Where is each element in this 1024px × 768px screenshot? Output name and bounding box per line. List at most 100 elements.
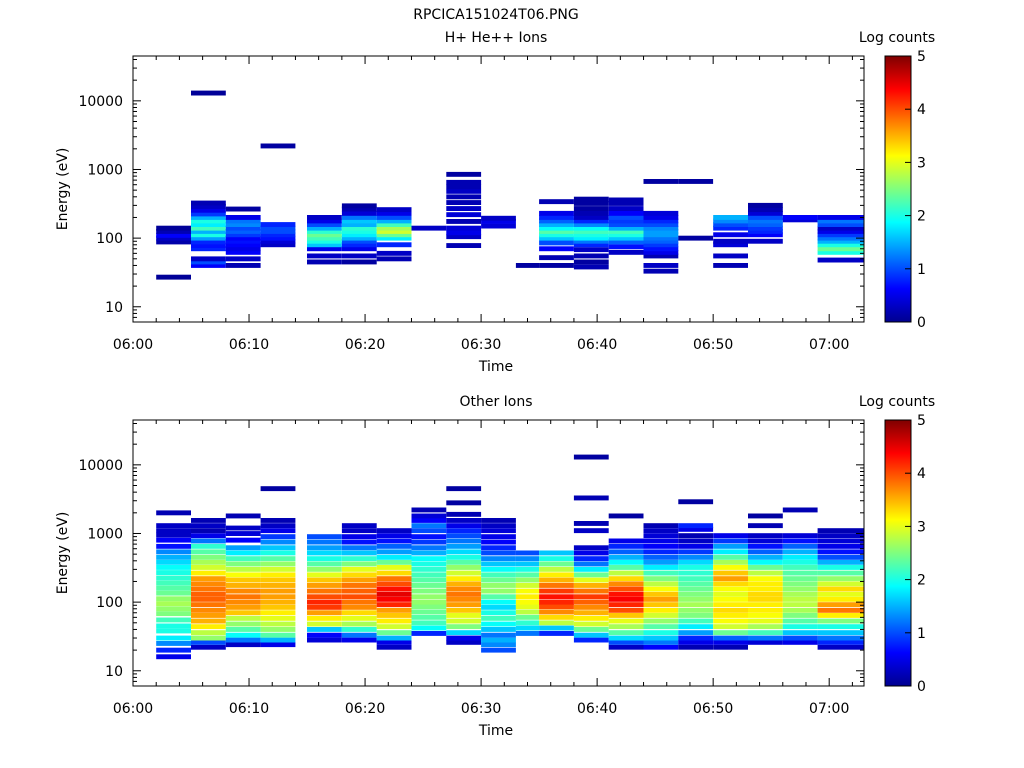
heatmap-cell [573,556,609,562]
colorbar-tick-label: 4 [917,466,926,482]
heatmap-cell [573,235,609,241]
heatmap-cell [782,635,818,641]
heatmap-cell [156,225,191,231]
heatmap-cell [260,627,296,632]
heatmap-cell [643,268,679,274]
heatmap-cell [539,572,574,578]
y-tick-label: 100 [96,595,123,611]
heatmap-cell [376,533,412,539]
heatmap-cell [573,599,609,605]
heatmap-cell [643,235,679,241]
heatmap-cell [341,203,377,209]
heatmap-cell [191,586,226,592]
heatmap-cell [817,576,864,582]
heatmap-cell [608,222,644,227]
heatmap-cell [156,601,191,607]
heatmap-cell [782,607,818,613]
heatmap-cell [573,218,609,224]
heatmap-cell [191,549,226,555]
heatmap-cell [573,594,609,600]
heatmap-cell [225,621,261,627]
heatmap-cell [608,513,644,519]
heatmap-cell [643,523,679,529]
heatmap-cell [643,543,679,549]
heatmap-cell [643,570,679,576]
x-tick-label: 06:50 [693,337,733,353]
heatmap-cell [341,253,377,259]
heatmap-cell [411,620,447,626]
heatmap-cell [191,543,226,549]
heatmap-cell [225,545,261,551]
heatmap-cell [376,570,412,576]
heatmap-cell [713,591,748,597]
x-tick-label: 06:10 [229,701,269,717]
heatmap-cell [260,528,296,534]
heatmap-cell [307,246,342,252]
heatmap-cell [817,215,864,220]
heatmap-cell [748,635,783,641]
heatmap-cell [446,576,482,582]
heatmap-cell [515,577,540,583]
heatmap-cell [225,599,261,605]
colorbar-label: Log counts [859,30,935,46]
heatmap-cell [341,232,377,238]
heatmap-cell [307,232,342,238]
colorbar-gradient [884,419,912,687]
heatmap-cell [225,615,261,621]
y-tick-label: 1000 [87,162,123,178]
heatmap-cell [539,246,574,252]
heatmap-cell [191,239,226,245]
heatmap-cell [156,606,191,612]
heatmap-cell [376,554,412,560]
heatmap-cell [817,635,864,641]
heatmap-cell [748,538,783,544]
heatmap-cell [225,610,261,616]
heatmap-cell [643,232,679,238]
heatmap-cell [446,639,482,645]
heatmap-cell [678,543,714,549]
heatmap-cell [608,613,644,618]
heatmap-cell [748,576,783,582]
heatmap-cell [817,225,864,231]
heatmap-cell [817,246,864,252]
heatmap-cell [608,607,644,613]
heatmap-cell [341,599,377,605]
heatmap-cell [643,602,679,608]
colorbar-tick-label: 1 [917,262,926,278]
heatmap-cell [411,609,447,615]
heatmap-cell [341,523,377,529]
heatmap-cell [341,566,377,572]
heatmap-cell [481,550,516,556]
heatmap-cell [817,229,864,234]
heatmap-cell [817,591,864,597]
heatmap-cell [643,596,679,602]
heatmap-cell [411,534,447,540]
heatmap-cell [307,588,342,594]
heatmap-cell [678,644,714,650]
heatmap-cell [376,576,412,582]
heatmap-cell [225,583,261,588]
heatmap-cell [156,641,191,646]
heatmap-cell [539,255,574,261]
heatmap-cell [817,257,864,263]
heatmap-cell [539,577,574,583]
heatmap-cell [260,637,296,643]
heatmap-cell [156,654,191,660]
heatmap-cell [573,572,609,578]
heatmap-cell [643,238,679,244]
heatmap-cell [411,556,447,562]
heatmap-cell [225,206,261,212]
heatmap-cell [713,618,748,624]
heatmap-cell [191,618,226,624]
heatmap-cell [748,543,783,549]
heatmap-cell [817,559,864,565]
x-axis-label: Time [478,723,513,739]
heatmap-cell [481,632,516,638]
heatmap-cell [481,518,516,523]
heatmap-cell [156,611,191,617]
heatmap-cell [156,623,191,629]
y-axis-label: Energy (eV) [55,512,71,595]
heatmap-cell [608,206,644,211]
heatmap-cell [156,647,191,653]
heatmap-cell [678,549,714,555]
